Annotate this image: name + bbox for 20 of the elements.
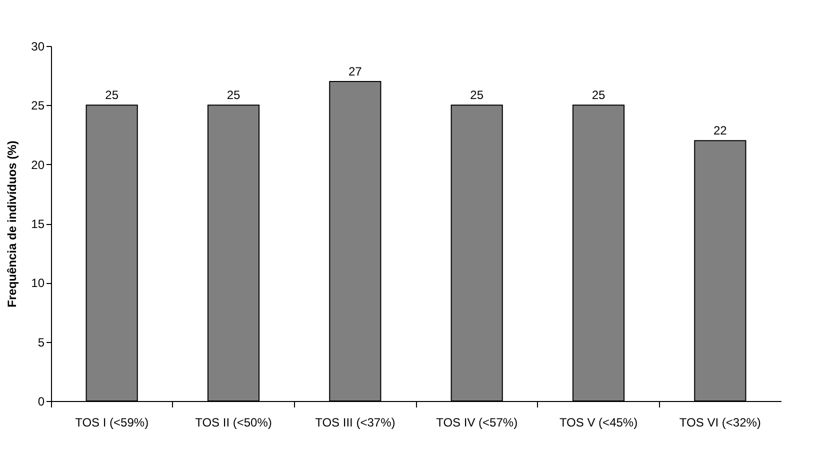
- x-tick-label: TOS II (<50%): [195, 416, 272, 430]
- y-tick-label: 30: [31, 40, 45, 54]
- data-label: 27: [348, 64, 362, 78]
- y-tick-label: 0: [38, 394, 45, 408]
- data-label: 25: [592, 88, 606, 102]
- data-label: 25: [105, 88, 119, 102]
- x-tick-label: TOS IV (<57%): [436, 416, 518, 430]
- x-tick-label: TOS I (<59%): [75, 416, 149, 430]
- x-tick-label: TOS III (<37%): [315, 416, 396, 430]
- y-tick-label: 20: [31, 158, 45, 172]
- y-tick-label: 25: [31, 98, 45, 113]
- y-tick-label: 15: [31, 217, 45, 231]
- data-label: 25: [470, 88, 484, 102]
- data-label: 22: [713, 124, 728, 138]
- data-label: 25: [226, 88, 240, 102]
- x-tick-label: TOS V (<45%): [559, 416, 638, 430]
- y-axis-title: Frequência de indivíduos (%): [5, 140, 20, 308]
- x-tick-label: TOS VI (<32%): [679, 416, 761, 430]
- y-tick-label: 10: [31, 276, 45, 290]
- y-tick-label: 5: [38, 335, 45, 350]
